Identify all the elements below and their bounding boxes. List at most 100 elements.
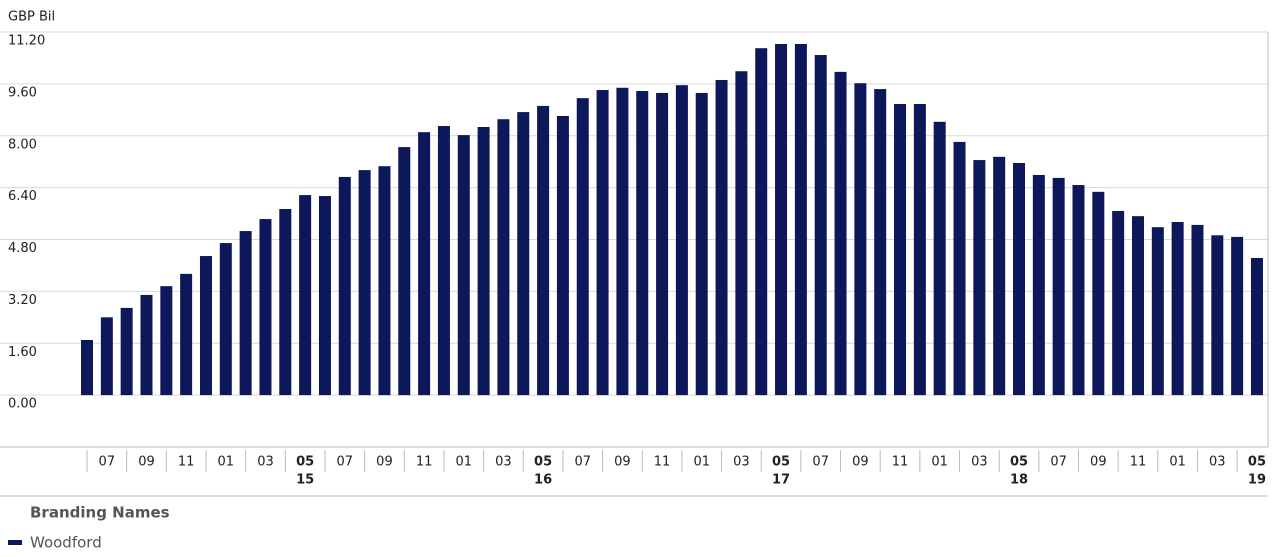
bar (953, 141, 966, 396)
bar (735, 71, 748, 396)
bar (259, 219, 272, 396)
bar (1052, 177, 1065, 396)
y-tick-label: 9.60 (8, 85, 37, 100)
x-year-label: 17 (772, 473, 790, 488)
bar (239, 231, 252, 396)
bar (219, 243, 232, 396)
bar (556, 115, 569, 396)
bar (299, 195, 312, 396)
x-tick-label: 01 (1169, 455, 1186, 470)
x-tick-label: 11 (654, 455, 671, 470)
bar (378, 166, 391, 396)
x-tick-label: 01 (218, 455, 235, 470)
x-tick-label: 05 (534, 455, 552, 470)
bar (1211, 235, 1224, 396)
bar (477, 126, 490, 396)
legend-label: Woodford (30, 534, 102, 552)
x-year-label: 18 (1010, 473, 1028, 488)
bar (794, 43, 807, 396)
x-tick-label: 09 (1090, 455, 1107, 470)
x-tick-label: 11 (892, 455, 909, 470)
bar (180, 273, 193, 396)
y-tick-label: 8.00 (8, 137, 37, 152)
bar (120, 307, 133, 396)
x-tick-label: 07 (574, 455, 591, 470)
bar (973, 160, 986, 396)
bar (100, 317, 113, 396)
y-tick-label: 0.00 (8, 397, 37, 412)
bar (1072, 185, 1085, 396)
legend-title: Branding Names (30, 504, 170, 522)
bar (854, 83, 867, 396)
bar (81, 340, 93, 396)
bar (457, 135, 470, 396)
x-tick-label: 05 (772, 455, 790, 470)
bar (993, 156, 1006, 396)
x-tick-label: 01 (693, 455, 710, 470)
bar (1032, 174, 1045, 396)
bar (656, 92, 669, 396)
x-tick-label: 09 (376, 455, 393, 470)
bar (695, 92, 708, 396)
bar (913, 103, 926, 396)
bar (596, 90, 609, 396)
x-tick-label: 05 (1010, 455, 1028, 470)
bar (1013, 162, 1026, 396)
x-year-label: 16 (534, 473, 552, 488)
bar (140, 294, 153, 396)
bar (715, 79, 728, 396)
bar (616, 87, 629, 396)
bar (517, 112, 530, 396)
x-tick-label: 03 (495, 455, 512, 470)
x-tick-label: 07 (99, 455, 116, 470)
y-tick-label: 4.80 (8, 241, 37, 256)
y-axis-label: GBP Bil (8, 10, 55, 25)
x-tick-label: 11 (178, 455, 195, 470)
bar (755, 48, 768, 396)
x-tick-label: 09 (614, 455, 631, 470)
y-tick-label: 1.60 (8, 345, 37, 360)
bar (537, 105, 550, 396)
bar (1171, 221, 1184, 396)
x-tick-label: 03 (733, 455, 750, 470)
bar (874, 89, 887, 396)
x-year-label: 15 (296, 473, 314, 488)
bar (1231, 236, 1244, 396)
x-tick-label: 07 (1050, 455, 1067, 470)
x-tick-label: 03 (971, 455, 988, 470)
x-tick-label: 05 (1248, 455, 1266, 470)
bar (338, 176, 351, 396)
x-tick-label: 07 (337, 455, 354, 470)
x-tick-label: 09 (138, 455, 155, 470)
bar (1131, 216, 1144, 396)
bar (418, 132, 431, 396)
bar (1151, 227, 1164, 396)
bar (814, 55, 827, 396)
bar (933, 121, 946, 396)
x-tick-label: 09 (852, 455, 869, 470)
x-tick-label: 05 (296, 455, 314, 470)
x-tick-label: 11 (1130, 455, 1147, 470)
bar (1092, 191, 1105, 396)
bar (576, 98, 589, 396)
y-tick-label: 6.40 (8, 189, 37, 204)
bar (398, 147, 411, 396)
x-tick-label: 03 (1209, 455, 1226, 470)
bar (160, 286, 173, 396)
x-tick-label: 01 (931, 455, 948, 470)
y-tick-label: 3.20 (8, 293, 37, 308)
bar (675, 85, 688, 396)
bar (636, 91, 649, 396)
x-tick-label: 07 (812, 455, 829, 470)
bar (1191, 224, 1204, 396)
bar (1250, 257, 1263, 396)
x-tick-label: 01 (455, 455, 472, 470)
bar (497, 119, 510, 396)
bar (1112, 210, 1125, 396)
bar (437, 126, 450, 396)
x-tick-label: 03 (257, 455, 274, 470)
bar (775, 43, 788, 396)
bar (279, 209, 292, 396)
bar (318, 196, 331, 396)
